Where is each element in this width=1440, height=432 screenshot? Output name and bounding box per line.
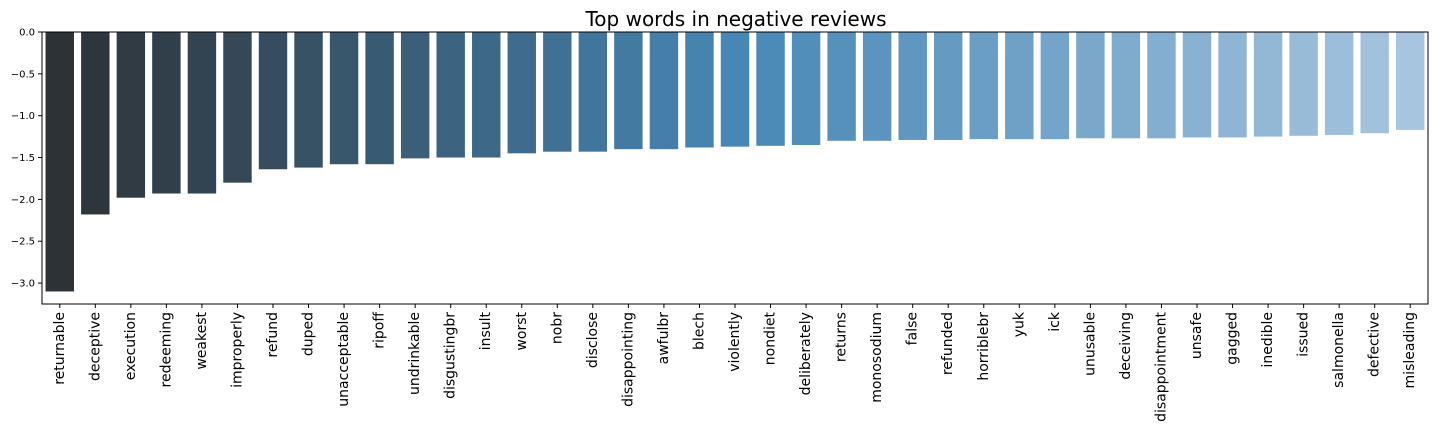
bar-insult xyxy=(472,32,501,158)
x-tick-label-monosodium: monosodium xyxy=(869,312,885,403)
y-axis: 0.0 −0.5 −1.0 −1.5 −2.0 −2.5 −3.0 xyxy=(11,28,42,290)
x-tick-label-nondiet: nondiet xyxy=(763,312,779,366)
x-tick-label-blech: blech xyxy=(691,312,707,350)
x-tick-label-false: false xyxy=(905,312,921,345)
x-tick-label-awfulbr: awfulbr xyxy=(656,312,672,365)
bar-execution xyxy=(116,32,146,198)
bar-worst xyxy=(507,32,536,154)
x-tick-label-weakest: weakest xyxy=(194,311,210,369)
x-tick-label-disappointment: disappointment xyxy=(1153,311,1169,421)
x-tick-label-execution: execution xyxy=(123,312,139,380)
x-tick-label-deliberately: deliberately xyxy=(798,312,814,395)
bar-unacceptable xyxy=(329,32,359,165)
bars-group xyxy=(45,32,1425,292)
x-tick-label-defective: defective xyxy=(1367,312,1383,377)
x-tick-label-disappointing: disappointing xyxy=(620,312,636,407)
bar-weakest xyxy=(187,32,217,194)
x-tick-label-violently: violently xyxy=(727,312,743,372)
bar-unsafe xyxy=(1182,32,1212,138)
x-tick-label-misleading: misleading xyxy=(1402,312,1418,388)
y-tick-label: −1.0 xyxy=(11,111,35,122)
bar-false xyxy=(898,32,927,140)
chart-title: Top words in negative reviews xyxy=(584,7,886,31)
plot-frame xyxy=(41,31,1429,305)
x-tick-label-unusable: unusable xyxy=(1082,312,1098,376)
y-tick-label: −1.5 xyxy=(11,153,35,164)
x-tick-label-disgustingbr: disgustingbr xyxy=(443,312,459,399)
x-tick-label-redeeming: redeeming xyxy=(158,312,174,387)
bar-undrinkable xyxy=(400,32,430,159)
x-axis: returnable deceptive execution redeeming wea… xyxy=(52,304,1418,422)
bar-horriblebr xyxy=(969,32,998,140)
x-tick-label-horriblebr: horriblebr xyxy=(976,312,992,381)
y-tick-label: 0.0 xyxy=(19,28,35,39)
bar-deceptive xyxy=(81,32,110,215)
bar-unusable xyxy=(1076,32,1105,139)
bar-yuk xyxy=(1005,32,1034,140)
bar-improperly xyxy=(223,32,252,183)
x-tick-label-inedible: inedible xyxy=(1260,312,1276,368)
x-tick-label-worst: worst xyxy=(514,311,530,350)
x-tick-label-duped: duped xyxy=(301,312,317,356)
bar-monosodium xyxy=(862,32,892,141)
x-tick-label-yuk: yuk xyxy=(1011,311,1027,337)
bar-salmonella xyxy=(1324,32,1354,135)
bar-gagged xyxy=(1218,32,1247,138)
x-tick-label-returns: returns xyxy=(834,312,850,362)
x-tick-label-ick: ick xyxy=(1047,311,1063,332)
bar-returns xyxy=(827,32,856,141)
y-tick-label: −2.5 xyxy=(11,237,35,248)
bar-violently xyxy=(720,32,750,147)
bar-deceiving xyxy=(1111,32,1141,139)
bar-nobr xyxy=(543,32,572,152)
bar-duped xyxy=(294,32,323,168)
bar-issued xyxy=(1289,32,1318,136)
bar-awfulbr xyxy=(649,32,679,150)
x-tick-label-improperly: improperly xyxy=(229,312,245,388)
bar-deliberately xyxy=(791,32,821,145)
x-tick-label-undrinkable: undrinkable xyxy=(407,312,423,395)
bar-disappointing xyxy=(614,32,643,150)
bar-refund xyxy=(258,32,288,170)
bar-refunded xyxy=(934,32,963,140)
bar-defective xyxy=(1360,32,1389,134)
bar-disgustingbr xyxy=(436,32,465,158)
x-tick-label-nobr: nobr xyxy=(549,312,565,344)
y-tick-label: −3.0 xyxy=(11,279,35,290)
x-tick-label-refund: refund xyxy=(265,312,281,358)
x-tick-label-issued: issued xyxy=(1296,312,1312,357)
x-tick-label-refunded: refunded xyxy=(940,312,956,375)
bar-ripoff xyxy=(365,32,394,165)
bar-blech xyxy=(685,32,714,148)
x-tick-label-unsafe: unsafe xyxy=(1189,312,1205,359)
x-tick-label-gagged: gagged xyxy=(1225,312,1241,365)
x-tick-label-salmonella: salmonella xyxy=(1331,312,1347,388)
bar-disappointment xyxy=(1147,32,1176,139)
x-tick-label-returnable: returnable xyxy=(52,312,68,385)
x-tick-label-unacceptable: unacceptable xyxy=(336,312,352,407)
bar-inedible xyxy=(1253,32,1283,137)
bar-disclose xyxy=(578,32,608,152)
x-tick-label-deceiving: deceiving xyxy=(1118,312,1134,380)
bar-ick xyxy=(1040,32,1070,140)
y-tick-label: −0.5 xyxy=(11,69,35,80)
x-tick-label-insult: insult xyxy=(478,311,494,350)
x-tick-label-ripoff: ripoff xyxy=(372,312,388,349)
bar-returnable xyxy=(45,32,74,292)
bar-nondiet xyxy=(756,32,785,146)
x-tick-label-disclose: disclose xyxy=(585,312,601,368)
x-tick-label-deceptive: deceptive xyxy=(87,312,103,381)
y-tick-label: −2.0 xyxy=(11,195,35,206)
bar-redeeming xyxy=(152,32,181,194)
bar-misleading xyxy=(1396,32,1425,130)
